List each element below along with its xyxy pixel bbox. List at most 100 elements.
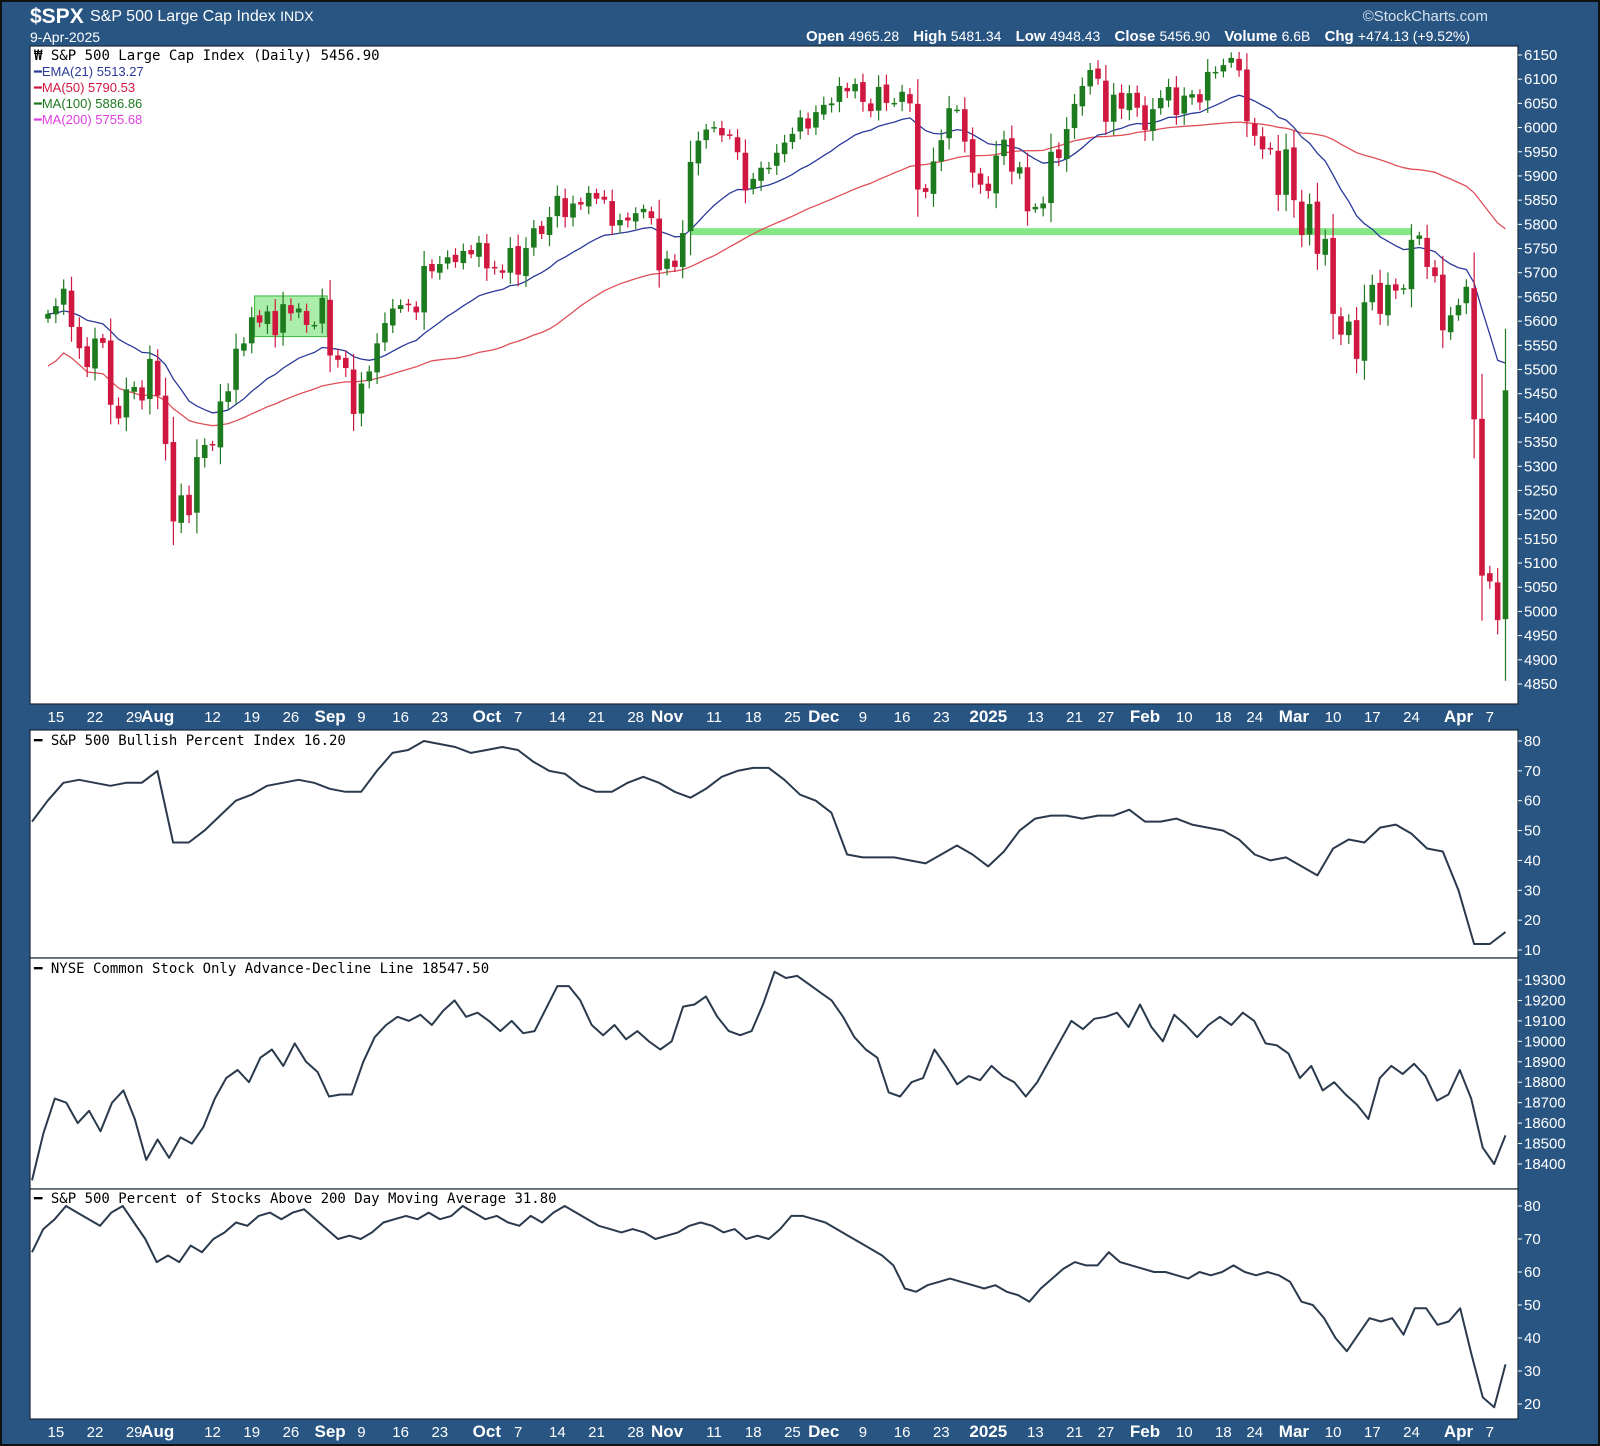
- candle-body: [139, 387, 145, 401]
- candle-body: [1432, 267, 1438, 277]
- x-tick-label: 7: [1486, 709, 1494, 726]
- candle-body: [295, 308, 302, 313]
- candle-body: [907, 94, 913, 104]
- x-tick-label: Mar: [1279, 707, 1310, 726]
- x-tick-label: 17: [1364, 709, 1381, 726]
- candle-body: [1463, 286, 1470, 304]
- low-value: 4948.43: [1049, 28, 1101, 44]
- candle-body: [601, 196, 608, 200]
- candle-body: [742, 152, 749, 191]
- candle-body: [922, 188, 929, 192]
- y-tick-label: 30: [1524, 1363, 1541, 1380]
- x-tick-label: 29: [126, 709, 143, 726]
- candle-body: [131, 386, 137, 392]
- x-tick-label: 18: [745, 1424, 762, 1441]
- candle-body: [1009, 138, 1015, 172]
- y-tick-label: 5700: [1524, 265, 1557, 282]
- candle-body: [1032, 206, 1039, 210]
- y-tick-label: 18800: [1524, 1074, 1566, 1091]
- candle-body: [1134, 92, 1141, 108]
- candle-body: [891, 102, 898, 105]
- x-tick-label: 27: [1098, 1424, 1115, 1441]
- candle-body: [695, 140, 702, 164]
- y-tick-label: 5900: [1524, 168, 1557, 185]
- candle-body: [797, 117, 804, 132]
- candle-body: [186, 494, 192, 516]
- y-tick-label: 5750: [1524, 241, 1557, 258]
- x-tick-label: 17: [1364, 1424, 1381, 1441]
- x-tick-label: 23: [933, 709, 950, 726]
- candle-body: [452, 254, 459, 263]
- candle-body: [484, 243, 490, 269]
- candle-body: [640, 208, 647, 213]
- price-legend-title: ₩ S&P 500 Large Cap Index (Daily) 5456.9…: [34, 48, 380, 64]
- candle-body: [993, 155, 999, 194]
- candle-body: [382, 323, 388, 343]
- y-tick-label: 4950: [1524, 628, 1557, 645]
- x-tick-label: 11: [706, 1424, 722, 1441]
- candle-body: [507, 248, 514, 273]
- candle-body: [311, 324, 318, 327]
- y-tick-label: 19100: [1524, 1013, 1566, 1030]
- legend-ema21-text: EMA(21) 5513.27: [41, 64, 144, 79]
- y-tick-label: 6100: [1524, 71, 1557, 88]
- x-tick-label: 29: [126, 1424, 143, 1441]
- candle-body: [154, 360, 161, 396]
- close-label: Close: [1114, 28, 1156, 45]
- candle-body: [107, 340, 114, 405]
- candle-body: [632, 213, 639, 222]
- y-tick-label: 6150: [1524, 47, 1557, 64]
- candle-body: [617, 219, 623, 226]
- candle-body: [836, 85, 843, 102]
- candle-body: [828, 103, 835, 106]
- candle-body: [280, 304, 286, 333]
- y-tick-label: 5800: [1524, 216, 1557, 233]
- candle-body: [625, 217, 631, 221]
- candle-body: [319, 297, 326, 324]
- candle-body: [687, 161, 694, 232]
- x-tick-label: 25: [784, 709, 801, 726]
- candle-body: [1001, 139, 1007, 157]
- panel-1: [29, 729, 1519, 959]
- candle-body: [860, 82, 866, 102]
- x-tick-label: Aug: [141, 707, 174, 726]
- y-tick-label: 80: [1524, 1198, 1541, 1215]
- x-tick-label: 28: [627, 1424, 644, 1441]
- y-tick-label: 60: [1524, 793, 1541, 810]
- bpi-legend-text: S&P 500 Bullish Percent Index 16.20: [50, 733, 346, 749]
- x-tick-label: 13: [1027, 709, 1044, 726]
- x-tick-label: 21: [1066, 709, 1083, 726]
- y-tick-label: 70: [1524, 763, 1541, 780]
- y-tick-label: 5950: [1524, 144, 1557, 161]
- x-tick-label: Sep: [315, 707, 346, 726]
- indicator-line-3: [31, 1205, 1507, 1409]
- high-label: High: [913, 28, 947, 45]
- candle-body: [1087, 69, 1093, 87]
- x-tick-label: 11: [706, 709, 722, 726]
- candle-body: [719, 128, 725, 136]
- x-tick-label: 18: [1215, 709, 1232, 726]
- pct200-legend: ━ S&P 500 Percent of Stocks Above 200 Da…: [34, 1191, 557, 1207]
- candle-body: [499, 270, 506, 273]
- candle-body: [578, 202, 584, 205]
- candle-body: [1447, 315, 1454, 333]
- candle-body: [1479, 418, 1485, 576]
- candle-body: [170, 442, 177, 522]
- candle-body: [664, 258, 670, 269]
- y-tick-label: 5450: [1524, 386, 1557, 403]
- candle-body: [1220, 65, 1227, 72]
- candle-body: [1189, 94, 1195, 98]
- candle-body: [45, 313, 51, 319]
- y-tick-label: 4850: [1524, 676, 1557, 693]
- candle-body: [84, 346, 90, 368]
- candle-body: [1110, 94, 1117, 122]
- volume-value: 6.6B: [1281, 28, 1311, 44]
- candle-body: [1173, 87, 1180, 115]
- candle-body: [962, 109, 968, 142]
- candle-body: [930, 161, 937, 194]
- x-tick-label: Apr: [1444, 707, 1474, 726]
- x-tick-label: 28: [627, 709, 644, 726]
- candle-body: [1016, 167, 1023, 174]
- x-tick-label: 21: [588, 709, 605, 726]
- candle-body: [1440, 274, 1446, 331]
